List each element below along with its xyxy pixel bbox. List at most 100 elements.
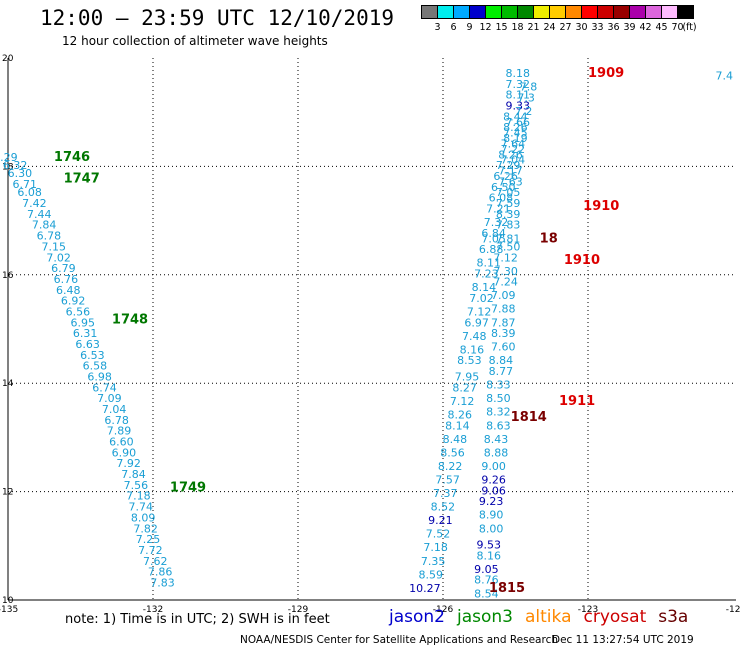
colorbar-label: 70 xyxy=(671,22,684,33)
credit-text: NOAA/NESDIS Center for Satellite Applica… xyxy=(240,634,558,646)
data-label-cryosat: 7.59 xyxy=(496,197,521,210)
data-label-s3a: 7.32 xyxy=(484,216,509,229)
legend-altika: altika xyxy=(525,607,572,627)
data-label-cryosat: 8.43 xyxy=(484,433,509,446)
data-label-s3a: 7.3 xyxy=(517,91,535,104)
data-label-s3a: 7.35 xyxy=(421,555,446,568)
colorbar-unit: (ft) xyxy=(682,22,697,33)
data-label-s3a: 7.18 xyxy=(423,541,448,554)
time-label-cryosat: 1910 xyxy=(583,199,619,214)
colorbar-label: 45 xyxy=(655,22,668,33)
data-label-jason3: 8.09 xyxy=(131,511,156,524)
time-label-cryosat: 1911 xyxy=(559,394,595,409)
x-tick-label: -126 xyxy=(433,605,454,615)
data-label-jason3: 6.71 xyxy=(13,178,38,191)
data-label-jason3: 6.53 xyxy=(80,349,105,362)
satellite-legend: jason2 jason3 altika cryosat s3a xyxy=(389,607,700,627)
data-label-jason3: 6.78 xyxy=(37,230,62,243)
data-label-jason3: 7.86 xyxy=(148,566,173,579)
data-label-cryosat: 8.19 xyxy=(503,132,528,145)
data-label-s3a: 6.88 xyxy=(479,243,504,256)
colorbar-label: 42 xyxy=(639,22,652,33)
data-label-s3a: 8.22 xyxy=(438,460,463,473)
time-label-jason3: 1747 xyxy=(64,172,100,187)
data-label-jason3: 6.63 xyxy=(75,338,100,351)
data-label-s3a: 7.57 xyxy=(435,473,460,486)
data-label-cryosat: 7.12 xyxy=(493,251,518,264)
x-tick-label: -135 xyxy=(0,605,18,615)
data-label-s3a: 7.66 xyxy=(506,116,531,129)
y-tick-label: 18 xyxy=(2,162,14,172)
data-label-s3a: 6.84 xyxy=(481,227,506,240)
data-label-jason3: 7.04 xyxy=(102,403,127,416)
data-label-jason3: 7.82 xyxy=(133,522,158,535)
x-tick-label: -132 xyxy=(143,605,163,615)
data-label-cryosat: 7.81 xyxy=(496,232,521,245)
data-label-cryosat: 9.00 xyxy=(481,460,506,473)
data-label-cryosat: 9.33 xyxy=(506,99,531,112)
data-label-s3a: 8.52 xyxy=(431,501,456,514)
data-label-jason3: 7.56 xyxy=(124,479,149,492)
colorbar-label: 18 xyxy=(511,22,524,33)
data-label-s3a: 8.11 xyxy=(477,257,502,270)
data-label-cryosat: 8.44 xyxy=(503,110,528,123)
data-label-jason3: 6.58 xyxy=(83,360,108,373)
data-label-s3a: 7.4 xyxy=(716,70,734,83)
data-label-jason3: 6.29 xyxy=(0,151,18,164)
data-label-s3a: 8.27 xyxy=(452,381,477,394)
colorbar-label: 30 xyxy=(575,22,588,33)
data-label-s3a: 10.27 xyxy=(409,582,441,595)
data-label-s3a: 7.64 xyxy=(501,137,526,150)
colorbar-swatch xyxy=(677,5,694,19)
data-label-cryosat: 7.30 xyxy=(493,265,518,278)
data-label-jason3: 7.89 xyxy=(107,425,132,438)
x-tick-label: -124 xyxy=(726,605,740,615)
data-label-s3a: 6.50 xyxy=(491,181,516,194)
data-label-s3a: 7.02 xyxy=(469,292,494,305)
data-label-jason3: 6.56 xyxy=(66,305,91,318)
data-label-cryosat: 7.17 xyxy=(498,165,523,178)
timestamp-text: Dec 11 13:27:54 UTC 2019 xyxy=(552,634,694,646)
data-label-s3a: 7.95 xyxy=(455,370,480,383)
colorbar-label: 39 xyxy=(623,22,636,33)
data-label-jason3: 7.84 xyxy=(32,219,57,232)
time-label-cryosat: 1910 xyxy=(564,253,600,268)
data-label-s3a: 7.48 xyxy=(462,330,487,343)
data-label-cryosat: 8.88 xyxy=(484,446,509,459)
colorbar-label: 3 xyxy=(434,22,441,33)
data-label-jason3: 6.60 xyxy=(109,436,134,449)
chart-title: 12:00 – 23:59 UTC 12/10/2019 xyxy=(40,6,395,30)
data-label-s3a: 8.59 xyxy=(419,568,444,581)
data-label-cryosat: 7.83 xyxy=(496,219,521,232)
data-label-jason3: 7.74 xyxy=(129,501,154,514)
data-label-jason3: 6.48 xyxy=(56,284,81,297)
data-label-cryosat: 8.11 xyxy=(506,89,531,102)
data-label-cryosat: 8.50 xyxy=(486,392,511,405)
data-label-cryosat: 7.22 xyxy=(501,143,526,156)
data-label-s3a: 8.14 xyxy=(445,419,470,432)
data-label-s3a: 6.26 xyxy=(493,170,518,183)
data-label-cryosat: 8.16 xyxy=(477,549,502,562)
data-label-s3a: 8.14 xyxy=(472,281,497,294)
data-label-cryosat: 7.05 xyxy=(496,186,521,199)
data-label-jason3: 6.79 xyxy=(51,262,76,275)
data-label-jason3: 6.92 xyxy=(61,295,86,308)
data-label-cryosat: 8.39 xyxy=(491,327,516,340)
data-label-cryosat: 7.63 xyxy=(498,175,523,188)
data-label-cryosat: 8.84 xyxy=(489,354,514,367)
colorbar-label: 27 xyxy=(559,22,572,33)
chart-subtitle: 12 hour collection of altimeter wave hei… xyxy=(62,34,328,48)
data-label-s3a: 7.52 xyxy=(426,528,451,541)
data-label-s3a: 9.21 xyxy=(428,514,453,527)
data-label-cryosat: 9.23 xyxy=(479,495,504,508)
data-label-cryosat: 8.63 xyxy=(486,419,511,432)
data-label-jason3: 7.84 xyxy=(121,468,146,481)
data-label-cryosat: 8.33 xyxy=(486,379,511,392)
y-tick-label: 12 xyxy=(2,488,13,498)
time-label-cryosat: 1909 xyxy=(588,66,624,81)
data-label-cryosat: 8.32 xyxy=(486,406,511,419)
y-tick-label: 16 xyxy=(2,271,14,281)
data-label-s3a: 8.53 xyxy=(457,354,482,367)
y-tick-label: 10 xyxy=(2,596,14,606)
